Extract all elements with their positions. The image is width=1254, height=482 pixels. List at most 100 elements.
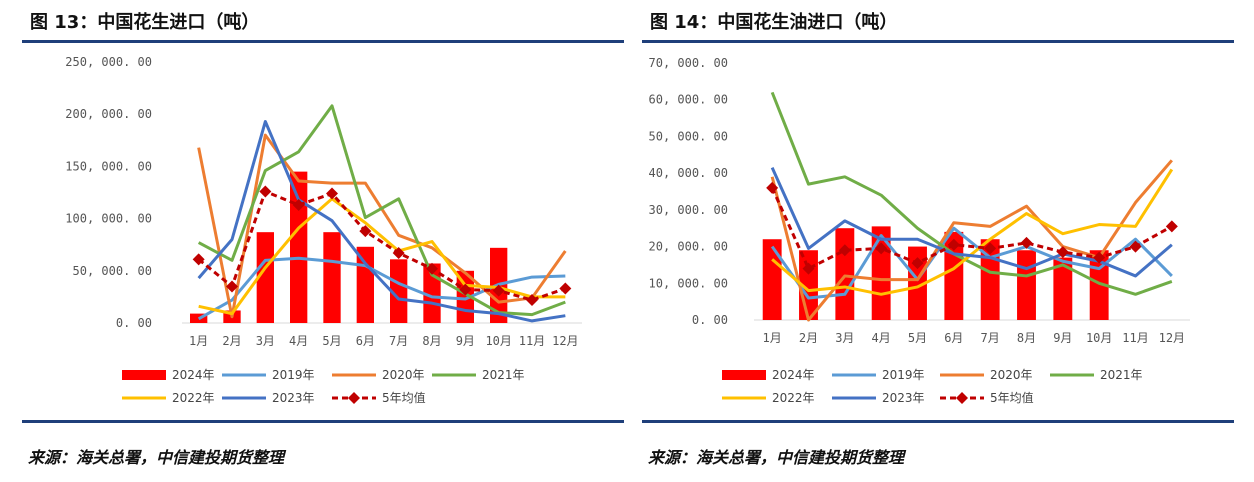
series-line-2021年 [197,104,566,317]
x-tick-label: 12月 [552,334,578,348]
y-tick-label: 50, 000. 00 [649,129,728,143]
x-tick-label: 7月 [389,334,408,348]
series-line-avg [770,187,1173,271]
y-tick-label: 50, 000. 00 [73,264,152,278]
chart-panel-peanut: 图 13：中国花生进口（吨） 0. 00 50, 000. 00 100, 000.… [22,0,624,482]
y-tick-label: 70, 000. 00 [649,56,728,70]
legend-marker [956,392,968,404]
legend-label: 2024年 [772,368,815,382]
bar-2024 [256,232,274,323]
x-tick-label: 4月 [872,331,891,345]
y-tick-label: 30, 000. 00 [649,203,728,217]
legend-label: 2019年 [272,368,315,382]
avg-marker [326,187,338,200]
x-tick-label: 12月 [1159,331,1185,345]
series-line-2021年 [770,91,1173,296]
legend-label: 2020年 [382,368,425,382]
avg-marker [875,242,888,255]
bar-2024 [390,259,408,323]
bar-2024 [835,228,855,320]
x-tick-label: 8月 [422,334,441,348]
series-line-2020年 [770,159,1173,322]
bottom-rule [22,420,624,423]
x-tick-label: 4月 [289,334,308,348]
avg-marker [426,262,438,275]
series-line-2022年 [771,168,1174,296]
x-tick-label: 11月 [519,334,545,348]
x-tick-label: 8月 [1017,331,1036,345]
avg-marker [984,242,997,255]
avg-marker [1056,246,1069,259]
series-line-2019年 [197,256,566,321]
avg-marker [559,282,572,295]
chart-source: 来源：海关总署，中信建投期货整理 [648,448,905,467]
legend-label: 2021年 [482,368,525,382]
avg-marker [947,238,960,251]
x-tick-label: 2月 [799,331,818,345]
avg-marker [802,262,815,275]
legend-label: 2022年 [172,391,215,405]
x-tick-label: 6月 [944,331,963,345]
avg-marker [359,225,372,238]
title-rule [22,40,624,43]
x-tick-label: 3月 [835,331,854,345]
x-tick-label: 5月 [908,331,927,345]
bar-2024 [356,246,374,323]
x-tick-label: 7月 [981,331,1000,345]
series-line-2023年 [770,167,1173,278]
peanut-import-chart: 0. 00 50, 000. 00 100, 000. 00 150, 000. 00… [65,55,582,405]
avg-marker [911,257,924,270]
bar-2024 [1053,257,1073,320]
chart-source: 来源：海关总署，中信建投期货整理 [28,448,285,467]
series-line-2023年 [197,120,566,323]
legend-marker [348,392,360,404]
legend-label: 2021年 [1100,368,1143,382]
x-tick-label: 11月 [1122,331,1148,345]
x-tick-label: 5月 [322,334,341,348]
legend-label: 2020年 [990,368,1033,382]
legend-label: 2019年 [882,368,925,382]
y-tick-label: 10, 000. 00 [649,276,728,290]
chart-title: 图 14：中国花生油进口（吨） [650,12,898,33]
legend-label: 2023年 [272,391,315,405]
legend-label: 2022年 [772,391,815,405]
series-line-avg [197,189,566,302]
x-tick-label: 3月 [256,334,275,348]
avg-marker [526,294,538,307]
y-tick-label: 0. 00 [692,313,728,327]
x-tick-label: 1月 [189,334,208,348]
legend-label: 5年均值 [382,390,426,405]
legend-label: 5年均值 [990,390,1034,405]
y-tick-label: 40, 000. 00 [649,166,728,180]
bar-2024 [323,232,341,323]
legend-label: 2024年 [172,368,215,382]
avg-marker [1020,236,1033,249]
bar-2024 [908,246,927,320]
peanut-oil-import-chart: 0. 00 10, 000. 00 20, 000. 00 30, 000. 00 40… [649,56,1190,405]
y-tick-label: 60, 000. 00 [649,93,728,107]
y-tick-label: 100, 000. 00 [65,212,152,226]
x-tick-label: 6月 [356,334,375,348]
y-tick-label: 0. 00 [116,316,152,330]
avg-marker [292,199,305,212]
bar-2024 [1017,250,1036,320]
title-rule [642,40,1234,43]
legend-swatch [722,370,766,380]
avg-marker [766,181,779,194]
series-line-2022年 [198,197,566,316]
avg-marker [1093,251,1106,264]
avg-marker [838,244,851,257]
avg-marker [1129,240,1142,253]
x-tick-label: 1月 [763,331,782,345]
y-tick-label: 200, 000. 00 [65,107,152,121]
x-tick-label: 2月 [222,334,241,348]
avg-marker [492,284,505,297]
bottom-rule [642,420,1234,423]
legend-swatch [122,370,166,380]
y-tick-label: 250, 000. 00 [65,55,152,69]
x-tick-label: 10月 [485,334,511,348]
x-tick-label: 9月 [456,334,475,348]
avg-marker [459,283,472,296]
bar-2024 [290,171,308,323]
bar-2024 [762,239,782,320]
